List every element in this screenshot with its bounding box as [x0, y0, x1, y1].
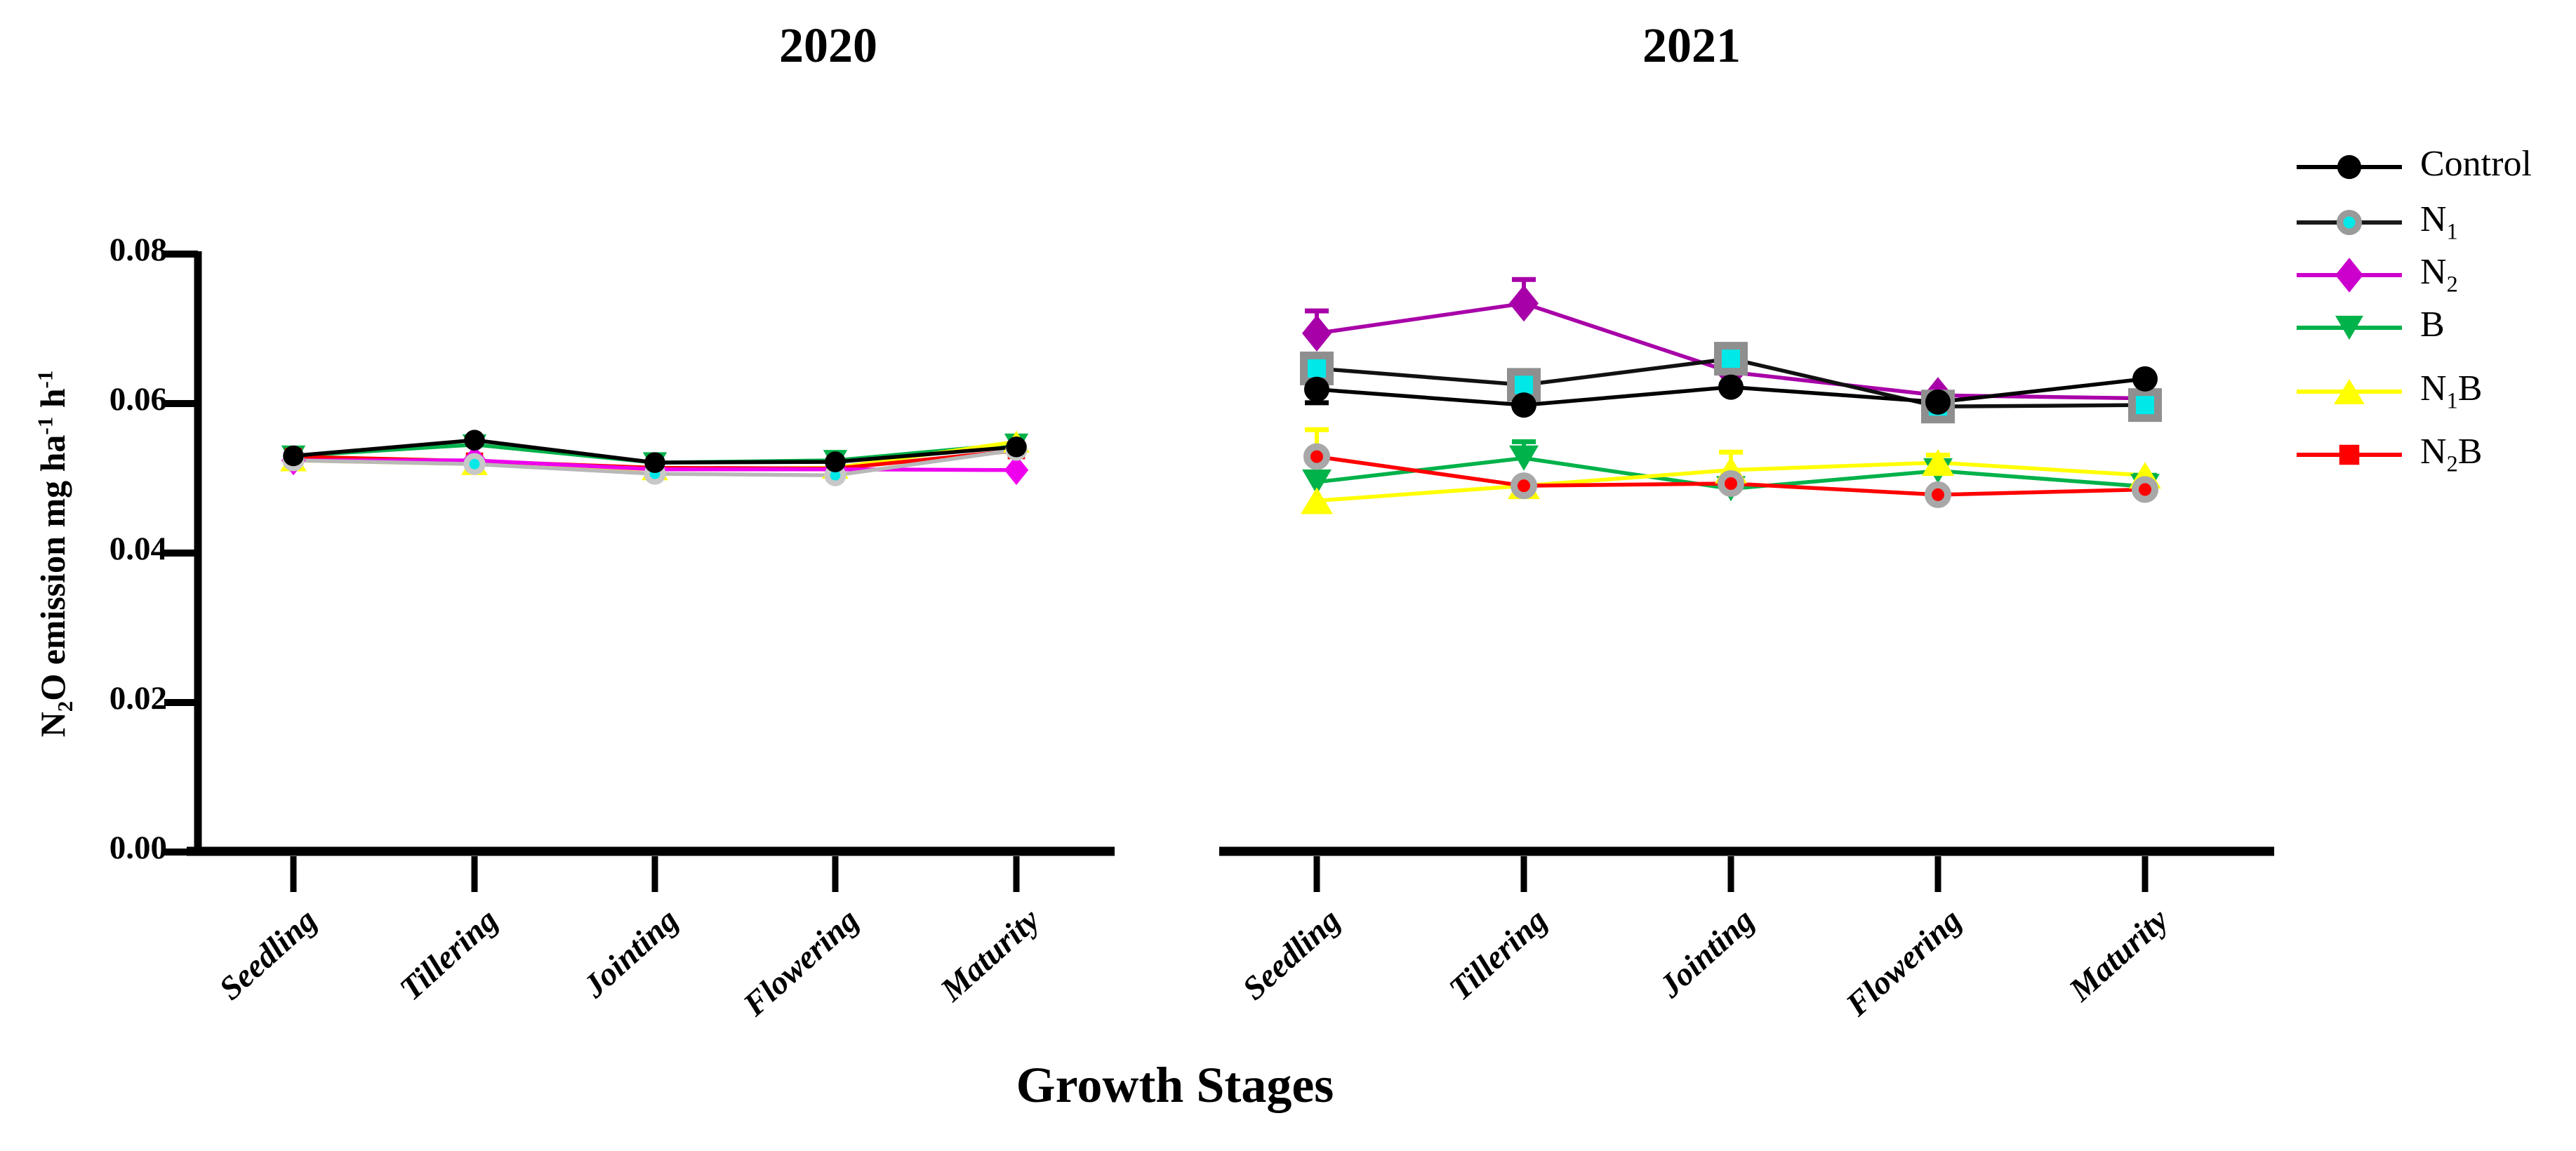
marker-N1 — [463, 453, 486, 475]
marker-N2B — [1303, 443, 1330, 470]
legend-label-B: B — [2420, 305, 2445, 345]
legend-marker-N2 — [2335, 258, 2363, 293]
legend-item-N2 — [2297, 258, 2402, 293]
legend-label-Control: Control — [2420, 144, 2532, 184]
marker-N1 — [2128, 388, 2162, 423]
marker-N2 — [1302, 314, 1332, 352]
y-tick-label: 0.08 — [109, 232, 167, 268]
series-markers-2020 — [280, 430, 1030, 486]
marker-N2B — [1511, 472, 1537, 500]
y-tick-label: 0.02 — [109, 680, 167, 717]
legend-label-N1: N1 — [2420, 199, 2458, 244]
legend-marker-Control — [2337, 154, 2362, 180]
y-tick-label: 0.06 — [109, 381, 167, 418]
marker-Control — [644, 452, 665, 473]
legend-marker-N2B — [2339, 444, 2360, 465]
axes — [164, 251, 2274, 892]
marker-B — [1509, 445, 1539, 471]
marker-Control — [283, 445, 304, 467]
marker-N2B — [1718, 470, 1744, 497]
panel-title-2021: 2021 — [1642, 19, 1741, 73]
legend-item-N1B — [2297, 378, 2402, 405]
marker-B — [1302, 469, 1332, 495]
y-tick-label: 0.04 — [109, 531, 167, 567]
marker-Control — [1304, 376, 1329, 402]
marker-Control — [2132, 366, 2158, 392]
legend-item-N1 — [2297, 209, 2402, 236]
legend-item-B — [2297, 315, 2402, 340]
marker-N1B — [1301, 487, 1333, 514]
marker-Control — [464, 430, 485, 451]
y-tick-label: 0.00 — [109, 830, 167, 866]
marker-N2 — [1004, 455, 1029, 486]
legend-label-N2B: N2B — [2420, 432, 2483, 477]
legend-marker-N1B — [2334, 378, 2365, 405]
marker-N2 — [1509, 285, 1539, 322]
legend-label-N1B: N1B — [2420, 368, 2483, 413]
legend-item-N2B — [2297, 444, 2402, 465]
legend-label-N2: N2 — [2420, 252, 2458, 297]
marker-N2B — [1925, 481, 1951, 508]
legend-item-Control — [2297, 154, 2402, 180]
legend-marker-N1 — [2336, 209, 2363, 236]
marker-Control — [1006, 437, 1027, 458]
marker-Control — [1718, 374, 1744, 400]
series-markers-2021 — [1300, 285, 2162, 514]
panel-title-2020: 2020 — [779, 19, 877, 73]
marker-N1 — [1714, 342, 1748, 376]
marker-N1B — [1922, 449, 1954, 477]
legend-marker-B — [2335, 315, 2363, 340]
marker-Control — [1925, 389, 1951, 415]
marker-N2B — [2132, 476, 2158, 503]
x-axis-title: Growth Stages — [1016, 1057, 1334, 1113]
marker-Control — [1511, 392, 1536, 418]
marker-Control — [825, 451, 846, 472]
